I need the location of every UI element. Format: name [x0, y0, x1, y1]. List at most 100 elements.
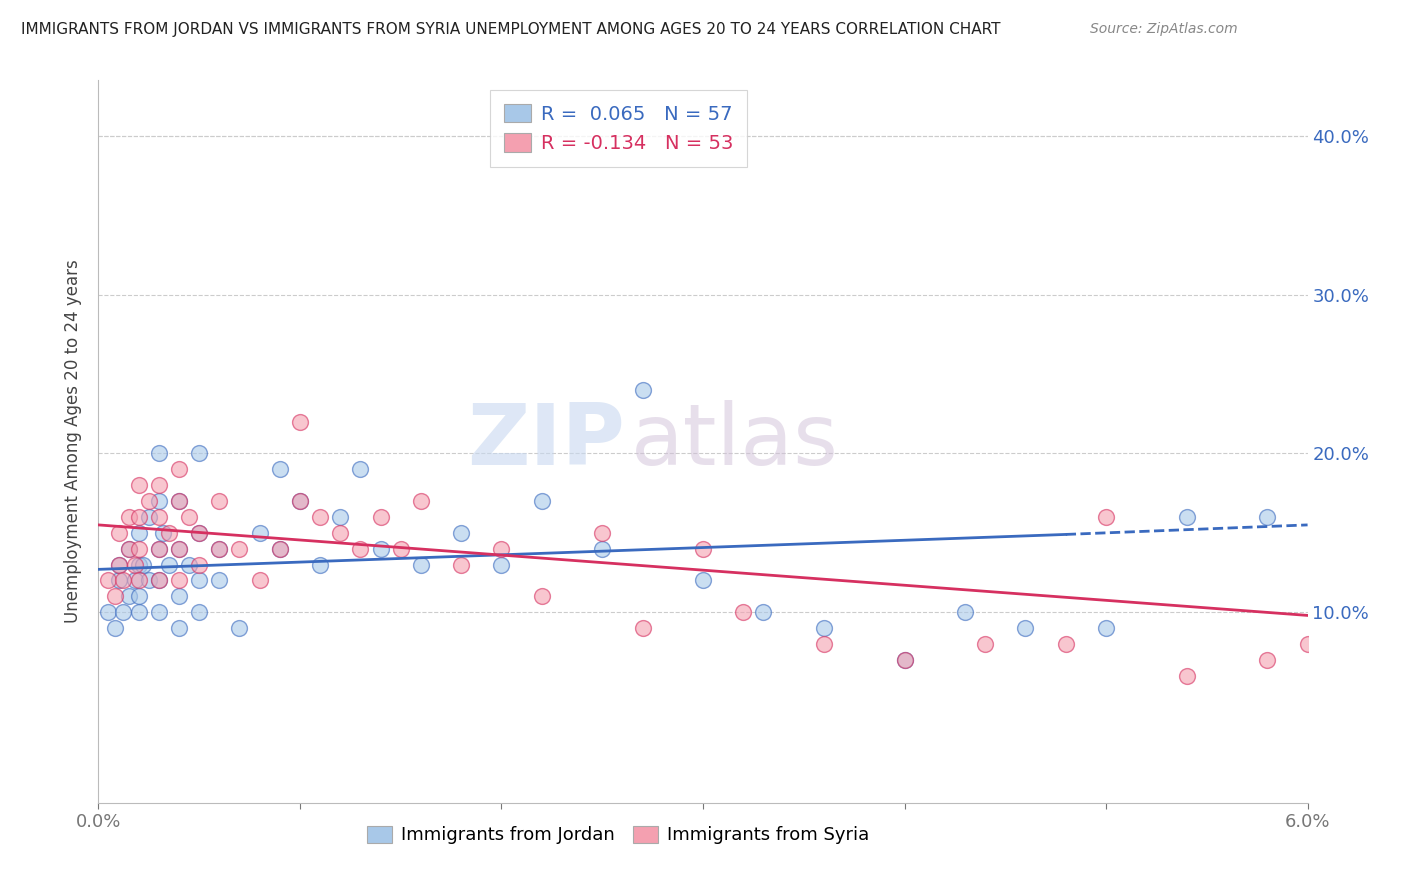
Point [733, 605, 755, 619]
Point [208, 574, 231, 588]
Point [111, 605, 134, 619]
Point [107, 558, 129, 572]
Point [349, 462, 371, 476]
Point [103, 621, 125, 635]
Point [530, 494, 553, 508]
Point [118, 510, 141, 524]
Point [349, 541, 371, 556]
Text: Source: ZipAtlas.com: Source: ZipAtlas.com [1090, 22, 1237, 37]
Point [893, 653, 915, 667]
Point [249, 574, 271, 588]
Point [208, 541, 231, 556]
Point [491, 558, 513, 572]
Point [370, 510, 392, 524]
Point [208, 541, 231, 556]
Point [953, 605, 976, 619]
Point [409, 558, 432, 572]
Point [228, 621, 250, 635]
Point [450, 525, 472, 540]
Point [128, 510, 150, 524]
Point [409, 494, 432, 508]
Point [329, 525, 352, 540]
Y-axis label: Unemployment Among Ages 20 to 24 years: Unemployment Among Ages 20 to 24 years [65, 260, 83, 624]
Point [128, 574, 150, 588]
Point [188, 605, 211, 619]
Point [1054, 637, 1077, 651]
Point [288, 494, 311, 508]
Point [124, 574, 146, 588]
Point [1014, 621, 1036, 635]
Text: ZIP: ZIP [467, 400, 624, 483]
Point [107, 558, 129, 572]
Point [692, 541, 714, 556]
Point [138, 574, 160, 588]
Point [1175, 669, 1198, 683]
Point [389, 541, 412, 556]
Point [370, 541, 392, 556]
Point [167, 541, 190, 556]
Point [591, 525, 613, 540]
Point [118, 541, 141, 556]
Point [148, 494, 170, 508]
Point [1095, 510, 1118, 524]
Point [103, 590, 125, 604]
Point [188, 446, 211, 460]
Point [132, 558, 155, 572]
Point [167, 541, 190, 556]
Point [1256, 510, 1278, 524]
Point [128, 590, 150, 604]
Point [329, 510, 352, 524]
Point [228, 541, 250, 556]
Point [208, 494, 231, 508]
Point [138, 494, 160, 508]
Point [148, 478, 170, 492]
Point [128, 558, 150, 572]
Point [752, 605, 775, 619]
Point [118, 541, 141, 556]
Point [157, 525, 180, 540]
Point [309, 510, 332, 524]
Text: atlas: atlas [630, 400, 838, 483]
Point [530, 590, 553, 604]
Point [188, 574, 211, 588]
Point [118, 590, 141, 604]
Point [591, 541, 613, 556]
Point [148, 541, 170, 556]
Point [288, 494, 311, 508]
Point [152, 525, 174, 540]
Point [128, 525, 150, 540]
Point [974, 637, 997, 651]
Point [111, 574, 134, 588]
Point [491, 541, 513, 556]
Point [309, 558, 332, 572]
Point [1256, 653, 1278, 667]
Point [269, 541, 291, 556]
Point [188, 525, 211, 540]
Point [179, 558, 201, 572]
Point [107, 574, 129, 588]
Point [813, 637, 835, 651]
Point [148, 574, 170, 588]
Point [138, 510, 160, 524]
Point [167, 621, 190, 635]
Point [128, 605, 150, 619]
Point [124, 558, 146, 572]
Point [450, 558, 472, 572]
Point [692, 574, 714, 588]
Point [107, 525, 129, 540]
Point [249, 525, 271, 540]
Point [167, 494, 190, 508]
Point [97, 574, 120, 588]
Point [1175, 510, 1198, 524]
Point [631, 383, 654, 397]
Point [148, 541, 170, 556]
Point [148, 574, 170, 588]
Point [97, 605, 120, 619]
Point [167, 590, 190, 604]
Point [631, 621, 654, 635]
Point [188, 525, 211, 540]
Point [813, 621, 835, 635]
Point [1296, 637, 1319, 651]
Point [157, 558, 180, 572]
Point [167, 574, 190, 588]
